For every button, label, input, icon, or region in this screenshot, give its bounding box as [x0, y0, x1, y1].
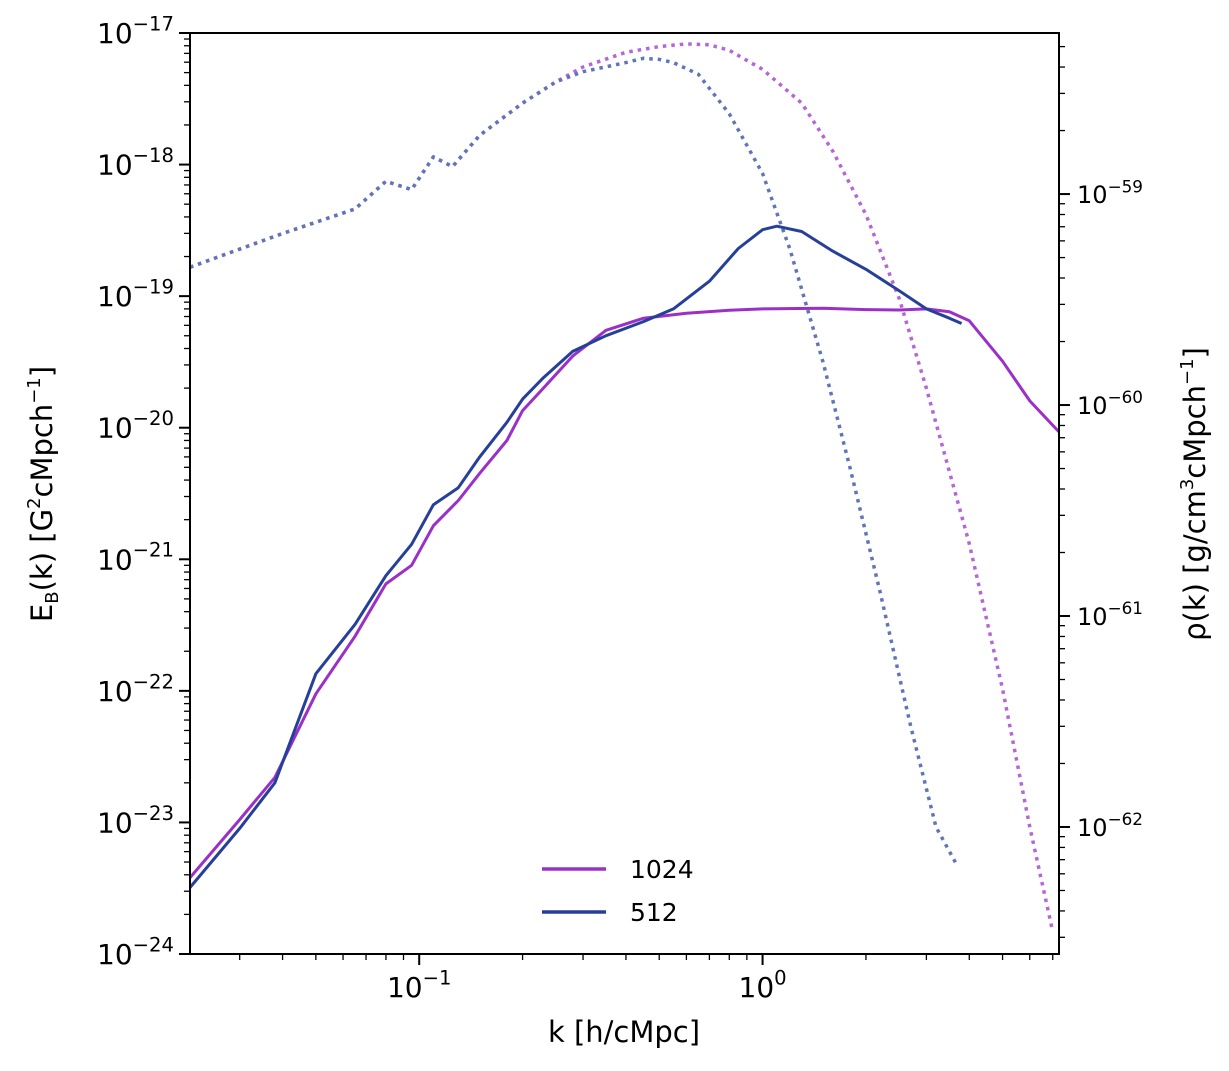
y-left-tick-label: 10−22 — [97, 670, 174, 708]
plot-frame — [189, 32, 1060, 955]
y-left-tick-label: 10−17 — [97, 12, 174, 50]
y-right-tick-label: 10−59 — [1077, 176, 1143, 209]
series-layer — [190, 42, 1059, 932]
y-left-tick-label: 10−24 — [97, 933, 174, 971]
series-line-512-density — [190, 56, 960, 868]
legend: 1024 512 — [542, 855, 694, 927]
series-line-1024-density — [190, 42, 1055, 932]
x-tick-label: 100 — [739, 966, 787, 1004]
labels-layer: 10−1 100 10−17 10−18 10−19 10−20 10−21 10−22 10−… — [97, 12, 1143, 1004]
legend-label-512: 512 — [630, 898, 678, 927]
y-right-tick-label: 10−62 — [1077, 809, 1143, 842]
y-axis-right-title: ρ(k) [g/cm3cMpch−1] — [1177, 347, 1212, 641]
y-right-tick-label: 10−61 — [1077, 598, 1143, 631]
legend-label-1024: 1024 — [630, 855, 694, 884]
y-left-tick-label: 10−19 — [97, 276, 174, 314]
y-left-tick-label: 10−20 — [97, 407, 174, 445]
y-left-tick-label: 10−23 — [97, 802, 174, 840]
y-right-tick-label: 10−60 — [1077, 387, 1143, 420]
y-left-tick-label: 10−21 — [97, 539, 174, 577]
series-line-512 — [190, 224, 963, 889]
ticks-layer — [179, 32, 1070, 965]
x-axis-title: k [h/cMpc] — [548, 1015, 700, 1049]
y-axis-left-title: EB(k) [G2cMpch−1] — [24, 366, 63, 622]
x-tick-label: 10−1 — [387, 966, 452, 1004]
y-left-tick-label: 10−18 — [97, 144, 174, 182]
